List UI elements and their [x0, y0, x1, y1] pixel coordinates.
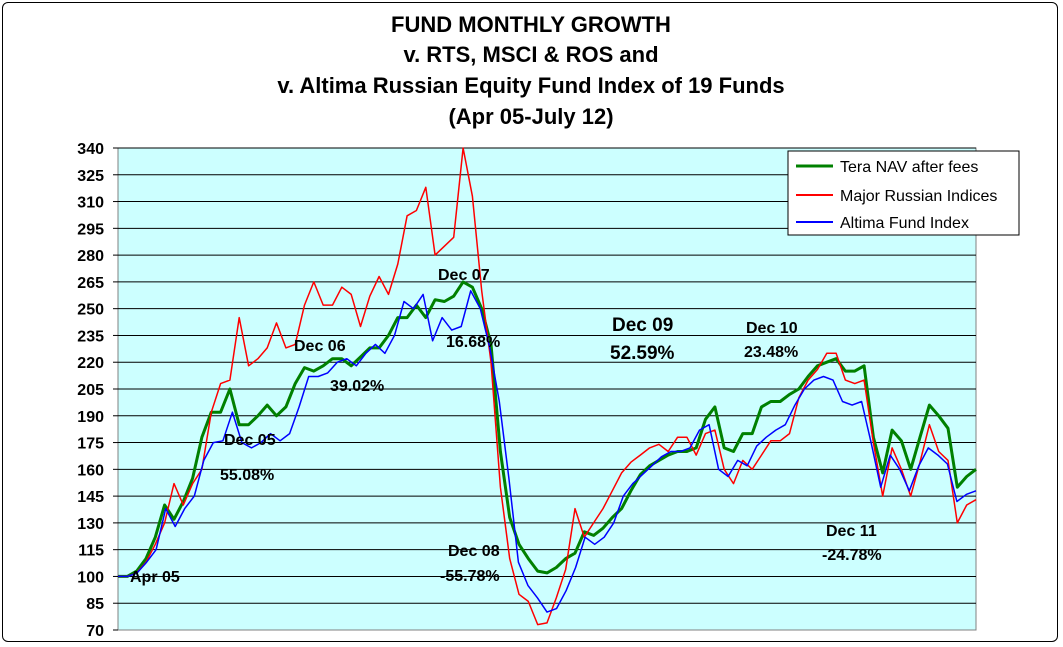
y-tick-label: 295 — [77, 221, 104, 238]
y-tick-label: 115 — [78, 543, 104, 560]
annotation-dec11: Dec 11 — [826, 523, 877, 540]
series-line-tera-nav-after-fees — [118, 280, 977, 578]
annotation-dec05: Dec 05 — [224, 432, 276, 449]
annotation-dec06: Dec 06 — [294, 338, 346, 355]
title-line-3: v. Altima Russian Equity Fund Index of 1… — [277, 73, 784, 98]
y-tick-label: 205 — [77, 382, 104, 399]
title-line-4: (Apr 05-July 12) — [448, 104, 613, 129]
y-axis-ticks: 340 325 310 295 280 265 250 235 220 205 190 175 160 1… — [77, 141, 118, 640]
y-tick-label: 85 — [86, 596, 104, 613]
annotation-apr05: Apr 05 — [130, 569, 180, 586]
annotations: Apr 05 Dec 05 55.08% Dec 06 39.02% Dec 0… — [130, 267, 882, 586]
series-line-major-russian-indices — [118, 147, 977, 626]
y-tick-label: 340 — [77, 141, 104, 158]
y-tick-label: 130 — [77, 516, 104, 533]
series-lines — [118, 147, 977, 626]
annotation-dec07-pct: 16.68% — [446, 334, 500, 351]
legend-label-altima: Altima Fund Index — [840, 215, 969, 232]
y-tick-label: 190 — [77, 409, 104, 426]
y-tick-label: 220 — [77, 355, 104, 372]
annotation-dec05-pct: 55.08% — [220, 467, 274, 484]
y-tick-label: 280 — [77, 248, 104, 265]
annotation-dec11-pct: -24.78% — [822, 547, 882, 564]
annotation-dec10-pct: 23.48% — [744, 344, 798, 361]
y-tick-label: 310 — [77, 195, 104, 212]
annotation-dec08: Dec 08 — [448, 543, 500, 560]
y-tick-label: 160 — [77, 462, 104, 479]
annotation-dec06-pct: 39.02% — [330, 378, 384, 395]
annotation-dec07: Dec 07 — [438, 267, 490, 284]
y-tick-label: 265 — [77, 275, 104, 292]
annotation-dec09-pct: 52.59% — [610, 343, 675, 364]
chart-title: FUND MONTHLY GROWTH v. RTS, MSCI & ROS a… — [277, 12, 784, 129]
annotation-dec08-pct: -55.78% — [440, 568, 500, 585]
y-tick-label: 325 — [77, 168, 104, 185]
y-tick-label: 70 — [86, 623, 104, 640]
legend-label-russian: Major Russian Indices — [840, 188, 997, 205]
series-line-altima-fund-index — [118, 290, 977, 613]
title-line-2: v. RTS, MSCI & ROS and — [403, 42, 658, 67]
title-line-1: FUND MONTHLY GROWTH — [391, 12, 671, 37]
legend: Tera NAV after fees Major Russian Indice… — [787, 150, 1020, 236]
y-tick-label: 175 — [77, 436, 104, 453]
y-tick-label: 235 — [77, 328, 104, 345]
legend-label-tera: Tera NAV after fees — [840, 159, 978, 176]
y-tick-label: 100 — [77, 569, 104, 586]
y-tick-label: 145 — [77, 489, 104, 506]
y-tick-label: 250 — [77, 302, 104, 319]
annotation-dec09: Dec 09 — [612, 315, 673, 336]
annotation-dec10: Dec 10 — [746, 320, 798, 337]
